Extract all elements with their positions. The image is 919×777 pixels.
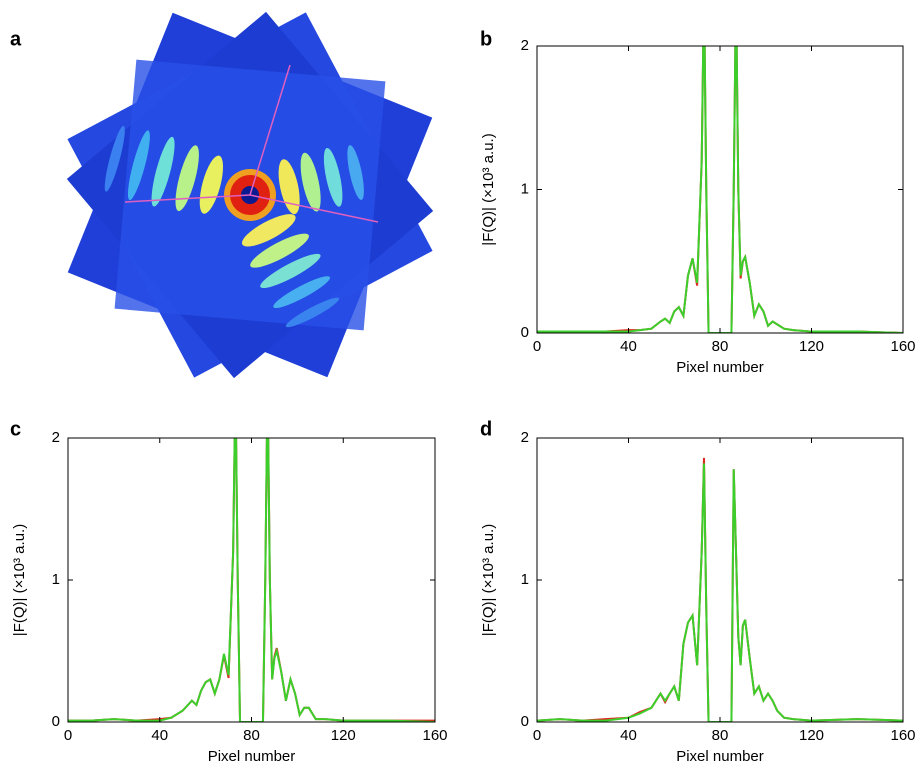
panel-label: b [480, 28, 492, 50]
x-tick-label: 40 [620, 727, 637, 744]
data-line [68, 438, 435, 722]
x-tick-label: 160 [422, 727, 447, 744]
x-tick-label: 40 [151, 727, 168, 744]
lobe [241, 214, 296, 247]
lobe [104, 125, 125, 192]
lobe-arm [104, 125, 224, 214]
lobe [273, 276, 331, 309]
x-axis-label: Pixel number [208, 748, 296, 765]
panel-label: d [480, 418, 492, 440]
y-tick-label: 1 [52, 571, 60, 588]
lobe [260, 253, 321, 289]
cut-line [249, 194, 379, 223]
x-tick-label: 40 [620, 338, 637, 355]
lobe [278, 159, 300, 215]
y-tick-label: 2 [52, 429, 60, 446]
lobe-arm [278, 145, 364, 215]
y-tick-label: 1 [521, 571, 529, 588]
x-tick-label: 80 [712, 338, 729, 355]
y-axis-label: |F(Q)| (×10³ a.u.) [480, 524, 497, 636]
lobe [300, 152, 321, 212]
data-line [537, 46, 903, 333]
x-tick-label: 160 [890, 338, 915, 355]
data-line [537, 457, 903, 722]
cut-line [249, 64, 291, 196]
x-tick-label: 0 [533, 338, 541, 355]
plot-frame [536, 437, 904, 723]
y-tick-label: 0 [521, 713, 529, 730]
y-tick-label: 2 [521, 429, 529, 446]
y-axis-label: |F(Q)| (×10³ a.u.) [480, 133, 497, 245]
x-tick-label: 120 [799, 338, 824, 355]
x-tick-label: 120 [799, 727, 824, 744]
lobe [250, 233, 309, 268]
plot-frame [67, 437, 436, 723]
plot-frame [536, 45, 904, 334]
x-tick-label: 0 [533, 727, 541, 744]
lobe [323, 147, 343, 207]
y-tick-label: 1 [521, 180, 529, 197]
y-tick-label: 0 [521, 324, 529, 341]
data-line [68, 438, 435, 722]
x-tick-label: 80 [712, 727, 729, 744]
y-axis-label: |F(Q)| (×10³ a.u.) [11, 524, 28, 636]
lobe [347, 145, 364, 200]
lobe [285, 297, 340, 328]
y-tick-label: 0 [52, 713, 60, 730]
y-tick-label: 2 [521, 37, 529, 54]
cut-line [124, 194, 251, 203]
lobe [127, 130, 150, 201]
x-tick-label: 160 [890, 727, 915, 744]
x-tick-label: 80 [243, 727, 260, 744]
lobe [175, 145, 199, 212]
panel-label: c [10, 418, 21, 440]
lobe [151, 136, 175, 207]
x-axis-label: Pixel number [676, 359, 764, 376]
lobe-arm [241, 214, 340, 328]
lobe [199, 155, 224, 214]
x-axis-label: Pixel number [676, 748, 764, 765]
panel-label: a [10, 28, 22, 50]
x-tick-label: 0 [64, 727, 72, 744]
data-line [537, 463, 903, 722]
x-tick-label: 120 [331, 727, 356, 744]
diffraction-image [66, 11, 434, 379]
